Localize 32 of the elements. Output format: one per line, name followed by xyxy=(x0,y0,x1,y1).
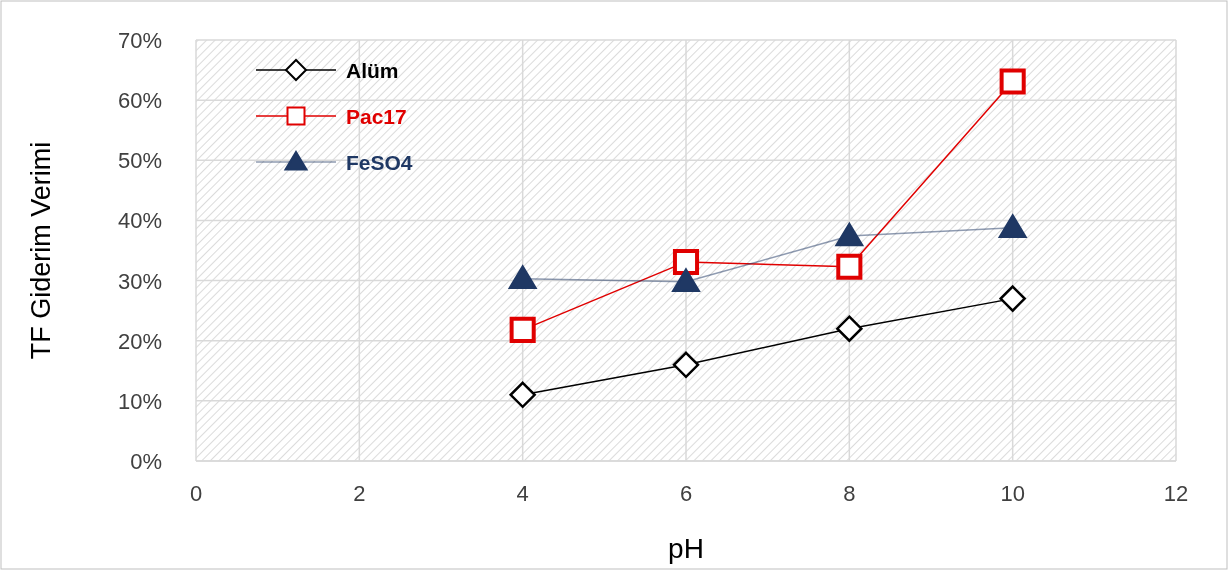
point xyxy=(672,268,700,293)
y-tick-label: 0% xyxy=(130,449,162,474)
x-tick-label: 10 xyxy=(1000,481,1025,506)
x-tick-label: 6 xyxy=(679,481,693,506)
y-tick-label: 10% xyxy=(117,388,162,414)
x-tick-label: 4 xyxy=(516,481,529,506)
point xyxy=(836,315,863,342)
x-tick-label: 8 xyxy=(843,481,856,506)
y-tick-label: 20% xyxy=(117,328,162,354)
y-tick-label: 50% xyxy=(117,148,162,174)
y-tick-label: 70% xyxy=(117,28,162,53)
y-tick-label: 40% xyxy=(117,208,162,234)
point xyxy=(508,265,537,290)
y-axis-title: TF Giderim Verimi xyxy=(26,141,56,360)
point xyxy=(509,381,536,409)
point xyxy=(999,285,1026,312)
y-tick-label: 30% xyxy=(117,268,162,294)
y-tick-label: 60% xyxy=(117,88,162,114)
point xyxy=(999,68,1026,95)
x-axis-title: pH xyxy=(668,533,704,564)
point xyxy=(672,351,700,379)
legend-label: FeSO4 xyxy=(346,151,413,174)
point xyxy=(998,214,1027,238)
x-tick-label: 2 xyxy=(353,481,366,506)
x-tick-label: 0 xyxy=(189,481,203,506)
point xyxy=(836,253,863,280)
point xyxy=(835,222,864,247)
legend-label: Pac17 xyxy=(346,105,407,128)
x-tick-label: 12 xyxy=(1163,481,1189,506)
point xyxy=(509,316,536,343)
legend-label: Alüm xyxy=(346,59,399,82)
point xyxy=(672,248,700,275)
